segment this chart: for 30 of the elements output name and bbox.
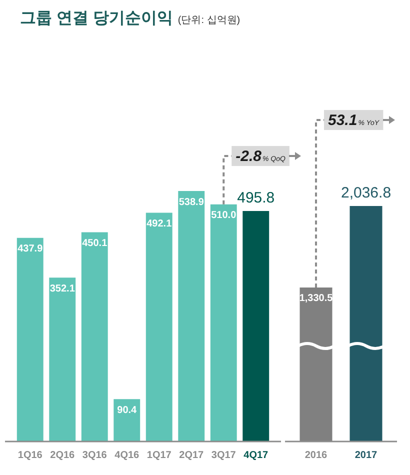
- bar: [178, 191, 205, 441]
- x-tick-label: 2Q17: [179, 450, 204, 461]
- bar: [16, 238, 44, 441]
- x-tick-label: 4Q16: [114, 450, 140, 461]
- chart-title: 그룹 연결 당기순이익: [20, 9, 173, 29]
- data-label: 437.9: [18, 244, 44, 255]
- data-label: 492.1: [146, 218, 172, 230]
- data-label: 352.1: [50, 283, 76, 294]
- x-tick-label: 3Q17: [211, 450, 236, 461]
- x-tick-label: 1Q16: [18, 450, 43, 461]
- x-tick-label: 4Q17: [244, 450, 269, 461]
- bar: [114, 399, 140, 441]
- data-label: 1,330.5: [299, 293, 334, 304]
- x-tick-label: 2017: [354, 450, 378, 461]
- x-tick-label: 2016: [304, 450, 328, 461]
- bar: [49, 278, 76, 441]
- data-label: 450.1: [82, 238, 108, 249]
- bar: [146, 212, 172, 441]
- data-label: 2,036.8: [340, 184, 392, 202]
- bar: [242, 210, 270, 441]
- data-label: 538.9: [178, 196, 204, 208]
- data-label: 90.4: [117, 404, 138, 416]
- bar: [81, 232, 108, 441]
- bar: [210, 204, 237, 441]
- x-tick-label: 1Q17: [146, 450, 172, 461]
- chart-subtitle: (단위: 십억원): [178, 14, 240, 27]
- data-label: 510.0: [211, 210, 237, 222]
- data-label: 495.8: [237, 190, 275, 207]
- x-tick-label: 3Q16: [82, 450, 108, 461]
- x-tick-label: 2Q16: [50, 450, 76, 461]
